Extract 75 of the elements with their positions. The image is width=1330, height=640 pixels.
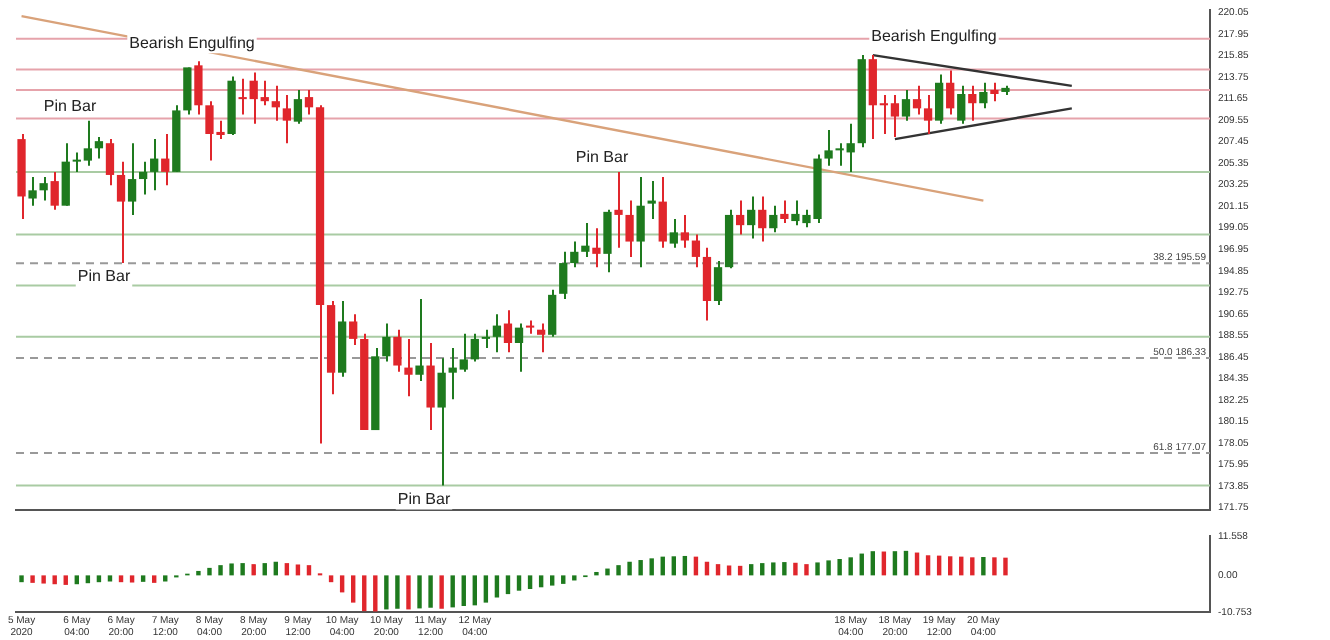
bar	[140, 575, 146, 582]
bar	[207, 567, 212, 576]
bar	[793, 562, 798, 576]
bar	[41, 575, 46, 584]
bar	[815, 562, 820, 576]
bar	[406, 575, 411, 610]
bar	[107, 575, 113, 582]
bar	[428, 575, 433, 608]
bar	[970, 557, 975, 576]
bar	[538, 575, 544, 588]
bar	[572, 575, 577, 581]
bar	[505, 575, 511, 595]
bar	[339, 575, 345, 593]
annotation: Bearish Engulfing	[129, 33, 255, 52]
bar	[218, 565, 223, 576]
bar	[384, 575, 389, 610]
bar	[295, 564, 301, 576]
bar	[726, 565, 732, 576]
bar	[483, 575, 489, 603]
bar	[229, 563, 234, 576]
bar	[417, 575, 422, 609]
bar	[804, 564, 809, 576]
bar	[1003, 557, 1008, 576]
bar	[992, 557, 997, 576]
bar	[328, 575, 334, 583]
bar	[925, 555, 931, 576]
bar	[549, 575, 555, 586]
bar	[947, 556, 953, 576]
bar	[439, 575, 444, 609]
bar	[85, 575, 91, 584]
annotation: Pin Bar	[397, 489, 451, 508]
bar	[605, 568, 610, 576]
bar	[362, 575, 367, 612]
bar	[892, 551, 898, 576]
bar	[461, 575, 466, 607]
annotation: Pin Bar	[43, 97, 97, 116]
bar	[870, 551, 876, 576]
bar	[782, 562, 787, 576]
annotation: Pin Bar	[575, 148, 629, 167]
bar	[527, 575, 533, 589]
bar	[151, 575, 157, 583]
bar	[350, 575, 356, 603]
bar	[472, 575, 478, 606]
bar	[163, 575, 168, 582]
bar	[627, 561, 632, 576]
bar	[671, 556, 677, 576]
bar	[826, 560, 831, 576]
bar	[52, 575, 57, 585]
bar	[30, 575, 35, 583]
bar	[118, 575, 124, 583]
bar	[96, 575, 102, 583]
bar	[373, 575, 378, 612]
annotation: Pin Bar	[77, 267, 131, 286]
candlestick	[824, 128, 833, 167]
bar	[561, 575, 566, 584]
bar	[981, 556, 986, 576]
bar	[196, 570, 201, 576]
bar	[638, 560, 643, 576]
annotation: Bearish Engulfing	[871, 27, 997, 46]
bar	[616, 565, 621, 576]
bar	[649, 558, 654, 576]
bar	[771, 562, 776, 576]
candlestick	[28, 176, 37, 207]
bar	[837, 559, 842, 576]
bar	[240, 563, 245, 576]
bar	[516, 575, 522, 591]
bar	[450, 575, 455, 608]
bar	[494, 575, 500, 598]
bar	[19, 575, 24, 583]
bar	[129, 575, 135, 583]
bar	[848, 557, 853, 576]
bar	[251, 564, 256, 576]
bar	[74, 575, 80, 585]
bar	[63, 575, 68, 585]
bar	[395, 575, 400, 609]
